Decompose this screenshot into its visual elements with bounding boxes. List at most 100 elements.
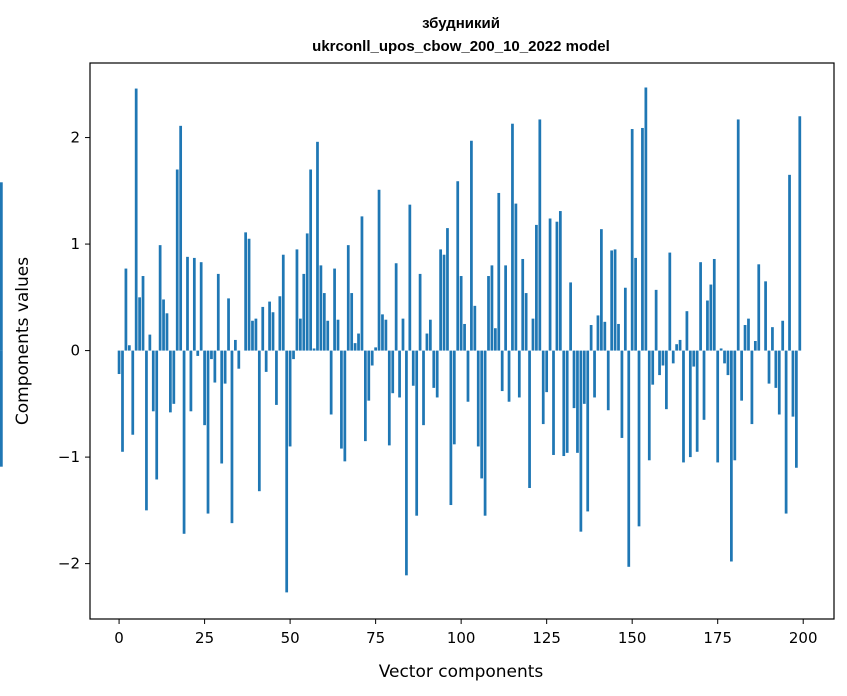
bar-168 — [692, 350, 696, 367]
bar-197 — [791, 350, 795, 417]
bar-95 — [442, 254, 446, 351]
bar-58 — [316, 141, 319, 351]
bar-105 — [476, 350, 480, 447]
bar-38 — [247, 238, 251, 351]
bar-59 — [319, 265, 323, 351]
bar-199 — [798, 116, 802, 351]
bar-136 — [582, 350, 586, 404]
bar-22 — [192, 257, 196, 351]
bar-140 — [596, 315, 600, 351]
bar-172 — [706, 300, 709, 351]
bar-78 — [384, 319, 388, 351]
bar-112 — [500, 350, 504, 392]
bar-185 — [750, 350, 754, 425]
bar-175 — [716, 350, 720, 463]
bar-179 — [730, 350, 733, 562]
bar-11 — [155, 350, 159, 480]
bar-174 — [712, 258, 716, 351]
bar-122 — [535, 224, 538, 351]
bar-62 — [329, 350, 333, 415]
bar-10 — [151, 350, 155, 412]
x-axis-label: Vector components — [379, 662, 544, 682]
bar-158 — [658, 350, 661, 376]
bar-87 — [415, 350, 419, 516]
bar-24 — [199, 262, 203, 351]
bar-110 — [493, 328, 497, 351]
bar-50 — [288, 350, 292, 447]
bar-171 — [702, 350, 706, 420]
bar-53 — [299, 318, 302, 351]
bar-56 — [309, 169, 313, 351]
bar-27 — [210, 350, 213, 360]
bar-132 — [569, 282, 572, 351]
bar-195 — [784, 350, 788, 514]
bar-156 — [651, 350, 655, 385]
bar-118 — [521, 258, 525, 351]
bar-64 — [336, 319, 340, 351]
bar-164 — [678, 339, 682, 351]
bar-29 — [216, 273, 220, 351]
bar-49 — [285, 350, 289, 593]
bar-189 — [764, 281, 767, 351]
bar-69 — [353, 343, 357, 351]
bar-76 — [377, 189, 381, 351]
bar-101 — [463, 323, 466, 351]
bar-63 — [333, 268, 336, 351]
bar-54 — [302, 273, 306, 351]
bar-126 — [548, 218, 552, 351]
bar-129 — [558, 211, 562, 351]
bar-18 — [179, 125, 183, 351]
bar-159 — [661, 350, 665, 366]
bar-37 — [244, 232, 248, 351]
bar-88 — [418, 273, 422, 351]
bar-137 — [586, 350, 590, 512]
bar-115 — [511, 123, 514, 351]
x-axis-ticks: 0 25 50 75 100 125 150 175 200 — [114, 619, 818, 647]
bar-90 — [425, 333, 429, 351]
bar-163 — [675, 344, 679, 351]
bar-178 — [726, 350, 730, 376]
bar-127 — [552, 350, 555, 455]
x-tick-label-75: 75 — [366, 629, 385, 647]
bar-130 — [562, 350, 566, 457]
bar-3 — [127, 345, 131, 351]
x-tick-label-25: 25 — [195, 629, 214, 647]
chart-title: збудникий — [422, 15, 500, 32]
bar-97 — [449, 350, 453, 506]
bar-145 — [613, 249, 617, 351]
y-axis-ticks: −2 −1 0 1 2 — [58, 129, 90, 573]
bar-31 — [223, 350, 227, 384]
bar-12 — [158, 245, 162, 351]
bar-131 — [565, 350, 569, 453]
x-tick-label-0: 0 — [114, 629, 124, 647]
bar-55 — [305, 233, 309, 351]
bar-157 — [654, 289, 658, 351]
bar-144 — [610, 250, 614, 351]
bar-72 — [364, 350, 367, 442]
bar-21 — [189, 350, 193, 412]
bar-74 — [370, 350, 374, 366]
bar-191 — [771, 327, 774, 351]
bar-149 — [627, 350, 631, 567]
bar-169 — [695, 350, 699, 452]
bar-182 — [740, 350, 744, 401]
bar-73 — [367, 350, 371, 401]
bar-51 — [292, 350, 295, 360]
bar-154 — [644, 87, 648, 351]
bar-67 — [346, 245, 350, 351]
bar-43 — [264, 350, 268, 372]
bar-176 — [719, 348, 723, 351]
bar-143 — [606, 350, 610, 411]
bar-181 — [736, 119, 740, 351]
bar-108 — [487, 276, 490, 351]
x-tick-label-50: 50 — [281, 629, 300, 647]
bar-102 — [466, 350, 470, 402]
bar-160 — [665, 350, 668, 410]
x-tick-label-175: 175 — [703, 629, 732, 647]
bar-46 — [275, 350, 278, 405]
bar-47 — [278, 296, 282, 351]
bar-80 — [391, 350, 395, 394]
bar-141 — [600, 229, 603, 351]
bar-128 — [555, 221, 559, 351]
bar-series — [0, 87, 802, 593]
